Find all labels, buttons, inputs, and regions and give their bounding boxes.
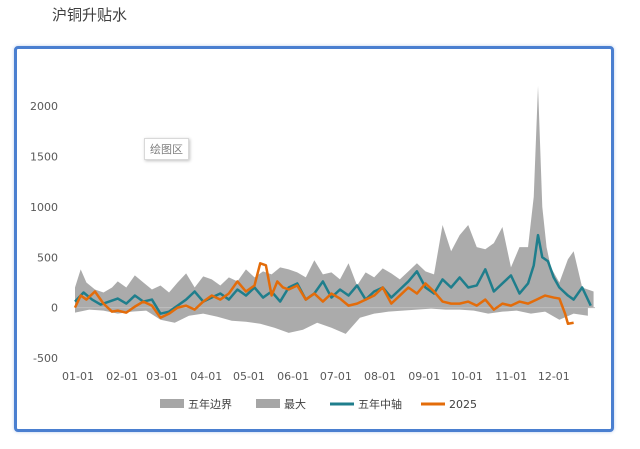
x-tick-label: 01-01: [62, 370, 94, 383]
y-tick-label: 500: [37, 251, 58, 264]
area-series-0: [75, 307, 588, 334]
x-tick-label: 06-01: [277, 370, 309, 383]
x-tick-label: 12-01: [538, 370, 570, 383]
line-series-0: [74, 233, 592, 315]
x-tick-label: 07-01: [320, 370, 352, 383]
x-tick-label: 04-01: [190, 370, 222, 383]
legend-swatch: [256, 399, 280, 408]
y-tick-label: 1500: [30, 151, 58, 164]
page-title: 沪铜升贴水: [52, 6, 128, 24]
legend-label: 2025: [449, 398, 477, 411]
y-tick-label: -500: [33, 352, 58, 365]
legend-label: 五年中轴: [358, 397, 402, 411]
y-tick-label: 2000: [30, 100, 58, 113]
x-tick-label: 03-01: [146, 370, 178, 383]
x-tick-label: 02-01: [106, 370, 138, 383]
x-tick-label: 10-01: [451, 370, 483, 383]
y-tick-label: 0: [51, 302, 58, 315]
x-tick-label: 08-01: [364, 370, 396, 383]
area-series-1: [75, 86, 594, 308]
x-tick-label: 11-01: [495, 370, 527, 383]
legend-label: 五年边界: [188, 397, 232, 411]
legend-swatch: [160, 399, 184, 408]
plot-area-tooltip: 绘图区: [144, 138, 189, 160]
legend-label: 最大: [284, 397, 306, 411]
x-tick-label: 05-01: [233, 370, 265, 383]
line-series-1: [73, 262, 574, 325]
y-tick-label: 1000: [30, 201, 58, 214]
chart-frame: [14, 46, 614, 432]
x-tick-label: 09-01: [408, 370, 440, 383]
